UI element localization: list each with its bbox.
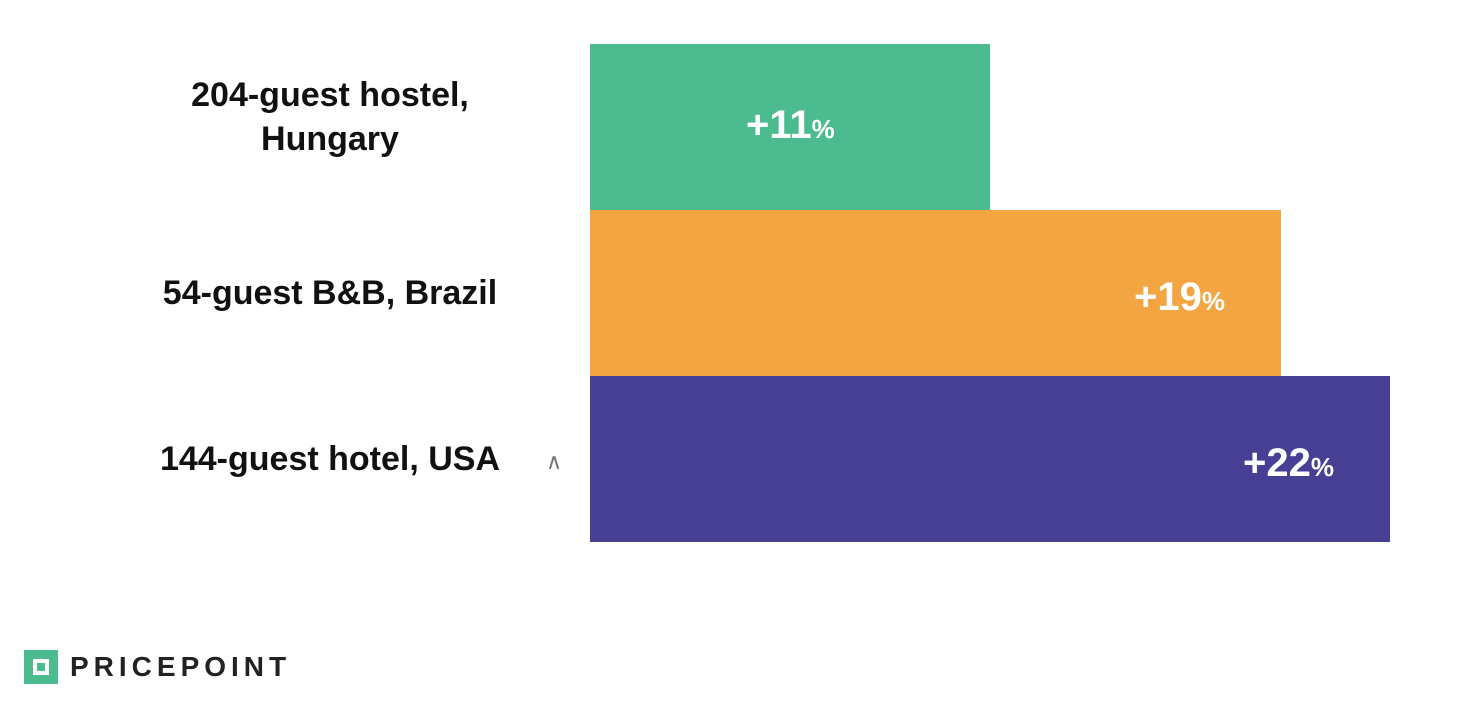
stray-mark: ∧ <box>546 450 563 475</box>
bar-value-label: +11% <box>746 105 835 149</box>
pricepoint-logo-text: PRICEPOINT <box>70 651 292 682</box>
bar-value-label: +19% <box>1134 277 1225 321</box>
bar-value-unit: % <box>1310 452 1334 482</box>
bar <box>590 44 990 210</box>
bar <box>590 376 1390 542</box>
category-label: 144-guest hotel, USA <box>159 440 501 478</box>
category-label: 54-guest B&B, Brazil <box>162 274 498 312</box>
category-label: 204-guest hostel, Hungary <box>191 76 469 158</box>
pricepoint-logo-icon <box>24 650 58 684</box>
pricepoint-logo: PRICEPOINT <box>24 650 291 684</box>
bar-value-unit: % <box>1201 286 1225 316</box>
bar-value-number: +22 <box>1243 441 1311 485</box>
bar <box>590 210 1281 376</box>
bar-value-unit: % <box>811 114 835 144</box>
bar-value-label: +22% <box>1243 443 1334 487</box>
bar-value-number: +19 <box>1134 275 1202 319</box>
bar-value-number: +11 <box>746 103 812 147</box>
